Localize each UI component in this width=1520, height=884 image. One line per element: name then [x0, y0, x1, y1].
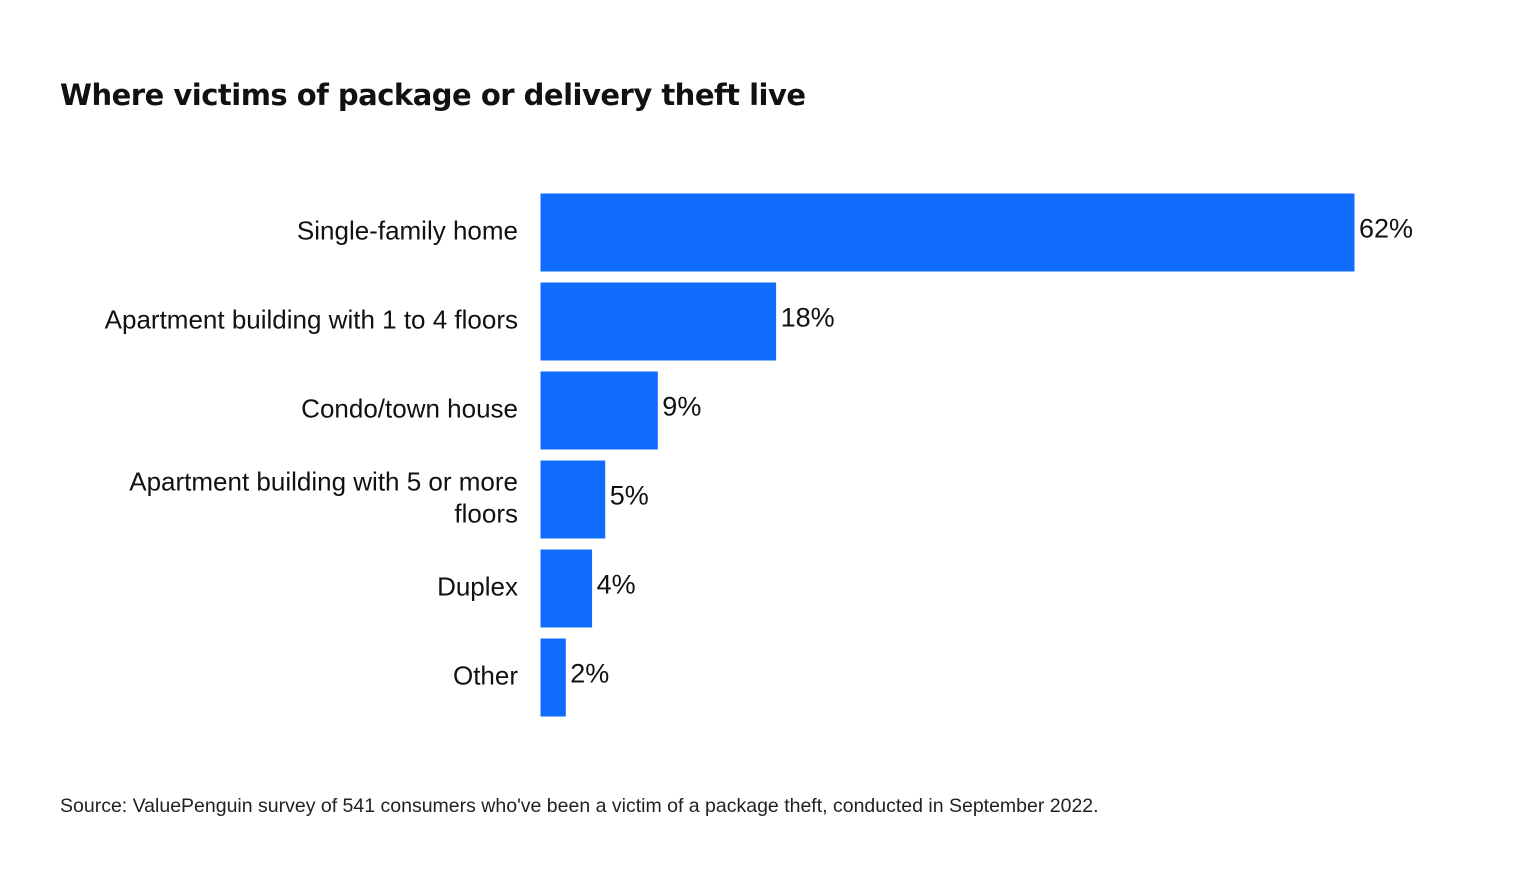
bar [539, 637, 567, 718]
category-label: Single-family home [297, 215, 518, 245]
bar [539, 370, 659, 451]
value-label: 2% [570, 659, 609, 689]
value-label: 62% [1359, 214, 1413, 244]
category-labels-group: Single-family home Apartment building wit… [105, 215, 519, 690]
bars-group [539, 192, 1356, 718]
category-label: Other [453, 660, 518, 690]
bar [539, 459, 607, 540]
bar [539, 281, 778, 362]
value-label: 9% [662, 392, 701, 422]
category-label: Condo/town house [301, 393, 518, 423]
category-label: Apartment building with 1 to 4 floors [105, 304, 518, 334]
bar [539, 548, 594, 629]
category-label: Apartment building with 5 or more floors [129, 466, 518, 528]
value-label: 18% [781, 303, 835, 333]
value-label: 4% [597, 570, 636, 600]
chart-title: Where victims of package or delivery the… [60, 78, 806, 112]
value-labels-group: 62% 18% 9% 5% 4% 2% [570, 214, 1413, 689]
source-note: Source: ValuePenguin survey of 541 consu… [60, 795, 1099, 817]
bar [539, 192, 1356, 273]
category-label: Duplex [437, 571, 518, 601]
value-label: 5% [610, 481, 649, 511]
